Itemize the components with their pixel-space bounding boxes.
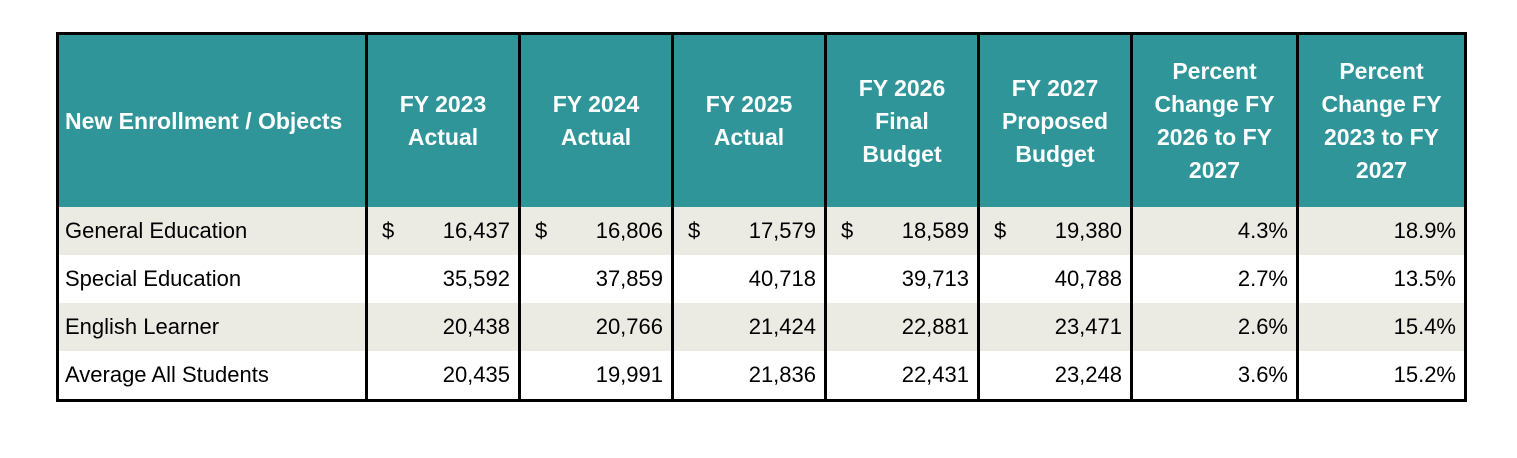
cell-pct-23-27: 15.4%	[1297, 303, 1467, 351]
currency-symbol: $	[994, 218, 1007, 243]
table-row: Average All Students 20,435 19,991 21,83…	[57, 351, 1467, 401]
cell-fy2027: 23,471	[978, 303, 1133, 351]
header-row: New Enrollment / Objects FY 2023 Actual …	[57, 33, 1467, 207]
cell-pct-26-27: 3.6%	[1131, 351, 1299, 401]
cell-pct-23-27: 13.5%	[1297, 255, 1467, 303]
cell-fy2024: 19,991	[519, 351, 674, 401]
header-fy2025: FY 2025 Actual	[672, 33, 827, 207]
table-row: General Education $16,437 $16,806 $17,57…	[57, 207, 1467, 255]
row-label: Average All Students	[57, 351, 368, 401]
cell-fy2027: $19,380	[978, 207, 1133, 255]
table-row: English Learner 20,438 20,766 21,424 22,…	[57, 303, 1467, 351]
cell-pct-26-27: 4.3%	[1131, 207, 1299, 255]
cell-fy2024: 20,766	[519, 303, 674, 351]
cell-fy2027: 40,788	[978, 255, 1133, 303]
header-objects: New Enrollment / Objects	[57, 33, 368, 207]
header-pct-26-27: Percent Change FY 2026 to FY 2027	[1131, 33, 1299, 207]
row-label: Special Education	[57, 255, 368, 303]
cell-fy2023: 20,435	[366, 351, 521, 401]
cell-fy2026: 22,881	[825, 303, 980, 351]
table-row: Special Education 35,592 37,859 40,718 3…	[57, 255, 1467, 303]
header-fy2027: FY 2027 Proposed Budget	[978, 33, 1133, 207]
cell-fy2025: $17,579	[672, 207, 827, 255]
header-fy2026: FY 2026 Final Budget	[825, 33, 980, 207]
currency-symbol: $	[688, 218, 701, 243]
cell-fy2025: 40,718	[672, 255, 827, 303]
cell-fy2023: 35,592	[366, 255, 521, 303]
currency-symbol: $	[841, 218, 854, 243]
row-label: General Education	[57, 207, 368, 255]
cell-pct-23-27: 18.9%	[1297, 207, 1467, 255]
enrollment-cost-table: New Enrollment / Objects FY 2023 Actual …	[56, 32, 1467, 402]
currency-symbol: $	[535, 218, 548, 243]
cell-fy2025: 21,424	[672, 303, 827, 351]
cell-fy2026: 22,431	[825, 351, 980, 401]
cell-fy2027: 23,248	[978, 351, 1133, 401]
currency-symbol: $	[382, 218, 395, 243]
cell-fy2023: $16,437	[366, 207, 521, 255]
header-fy2024: FY 2024 Actual	[519, 33, 674, 207]
cell-fy2025: 21,836	[672, 351, 827, 401]
cell-fy2023: 20,438	[366, 303, 521, 351]
cell-fy2024: $16,806	[519, 207, 674, 255]
cell-pct-26-27: 2.6%	[1131, 303, 1299, 351]
header-fy2023: FY 2023 Actual	[366, 33, 521, 207]
cell-fy2024: 37,859	[519, 255, 674, 303]
cell-pct-26-27: 2.7%	[1131, 255, 1299, 303]
cell-pct-23-27: 15.2%	[1297, 351, 1467, 401]
cell-fy2026: $18,589	[825, 207, 980, 255]
header-pct-23-27: Percent Change FY 2023 to FY 2027	[1297, 33, 1467, 207]
cell-fy2026: 39,713	[825, 255, 980, 303]
row-label: English Learner	[57, 303, 368, 351]
